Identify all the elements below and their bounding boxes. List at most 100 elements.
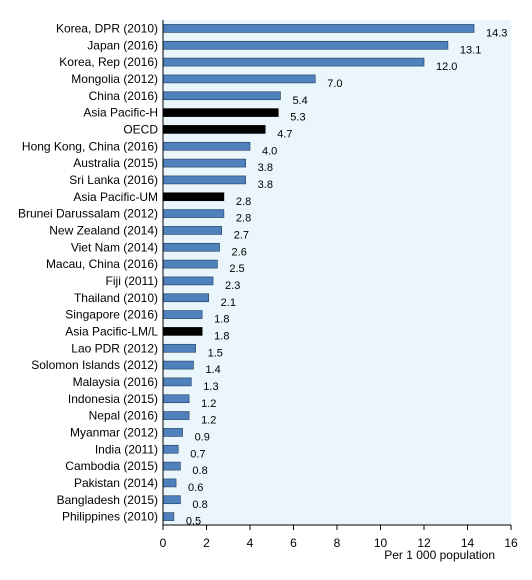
bar (162, 108, 279, 117)
bar (162, 141, 251, 151)
bar (162, 242, 220, 252)
value-label: 4.0 (262, 145, 277, 157)
category-label: Pakistan (2014) (74, 476, 158, 490)
x-tick-label: 0 (160, 536, 167, 550)
x-tick-label: 10 (374, 536, 388, 550)
category-label: Asia Pacific-UM (73, 190, 158, 204)
x-axis-title: Per 1 000 population (384, 548, 495, 562)
value-label: 1.8 (214, 330, 229, 342)
category-label: Cambodia (2015) (65, 459, 158, 473)
value-label: 12.0 (436, 61, 457, 73)
value-label: 4.7 (277, 128, 292, 140)
bar (162, 394, 190, 404)
category-label: Viet Nam (2014) (71, 240, 158, 254)
value-label: 0.6 (188, 482, 203, 494)
bar (162, 444, 179, 454)
category-label: Fiji (2011) (106, 274, 158, 288)
bar (162, 276, 214, 286)
bar (162, 512, 175, 521)
bar (162, 125, 266, 134)
value-label: 2.3 (225, 280, 240, 292)
category-label: Philippines (2010) (62, 510, 158, 524)
value-label: 0.9 (195, 431, 210, 443)
x-tick-label: 14 (461, 536, 475, 550)
category-label: Solomon Islands (2012) (31, 358, 158, 372)
value-label: 1.2 (201, 415, 216, 427)
value-label: 2.5 (229, 263, 244, 275)
bar (162, 226, 223, 235)
x-tick-label: 16 (504, 536, 518, 550)
value-label: 2.8 (236, 196, 251, 208)
bar (162, 57, 425, 67)
category-label: Hong Kong, China (2016) (22, 139, 158, 153)
category-label: Japan (2016) (87, 38, 158, 52)
x-tick-label: 2 (203, 536, 210, 550)
value-label: 1.3 (203, 381, 218, 393)
category-label: Sri Lanka (2016) (69, 173, 158, 187)
value-label: 1.5 (208, 347, 223, 359)
plot-area (163, 20, 511, 525)
x-tick-label: 12 (417, 536, 431, 550)
bar (162, 74, 316, 84)
value-label: 13.1 (460, 44, 481, 56)
x-tick-label: 8 (334, 536, 341, 550)
value-label: 2.1 (221, 297, 236, 309)
category-label: Malaysia (2016) (73, 375, 158, 389)
category-label: New Zealand (2014) (49, 223, 158, 237)
category-label: Mongolia (2012) (71, 72, 158, 86)
bar (162, 91, 281, 101)
category-label: Thailand (2010) (74, 291, 158, 305)
value-label: 14.3 (486, 27, 507, 39)
category-label: Lao PDR (2012) (71, 341, 158, 355)
category-label: Bangladesh (2015) (57, 493, 158, 507)
value-label: 3.8 (258, 162, 273, 174)
x-tick-label: 6 (290, 536, 297, 550)
bar (162, 192, 225, 202)
value-label: 7.0 (327, 78, 342, 90)
category-label: Brunei Darussalam (2012) (18, 207, 158, 221)
value-label: 2.7 (234, 229, 249, 241)
value-label: 3.8 (258, 179, 273, 191)
bar (162, 461, 181, 471)
bar (162, 428, 183, 437)
bar (162, 24, 475, 33)
bar (162, 327, 203, 336)
category-label: Korea, Rep (2016) (59, 55, 158, 69)
bar (162, 158, 246, 168)
value-label: 0.8 (192, 499, 207, 511)
category-label: Macau, China (2016) (46, 257, 158, 271)
bar (162, 495, 181, 505)
value-label: 2.6 (232, 246, 247, 258)
bar (162, 293, 209, 303)
category-label: Australia (2015) (73, 156, 158, 170)
category-label: China (2016) (89, 89, 158, 103)
bar (162, 310, 203, 319)
value-label: 5.3 (290, 112, 305, 124)
value-label: 1.2 (201, 398, 216, 410)
category-label: Myanmar (2012) (70, 425, 158, 439)
category-label: Korea, DPR (2010) (56, 21, 158, 35)
bar (162, 411, 190, 420)
category-label: Asia Pacific-H (83, 106, 158, 120)
category-label: Asia Pacific-LM/L (65, 324, 158, 338)
category-label: Singapore (2016) (65, 308, 158, 322)
value-label: 2.8 (236, 213, 251, 225)
category-label: India (2011) (95, 442, 158, 456)
bar (162, 259, 218, 269)
value-label: 0.7 (190, 448, 205, 460)
value-label: 0.5 (186, 516, 201, 528)
category-label: Nepal (2016) (89, 409, 158, 423)
category-label: OECD (123, 122, 158, 136)
bar (162, 209, 225, 218)
category-label: Indonesia (2015) (68, 392, 158, 406)
value-label: 5.4 (292, 95, 307, 107)
value-label: 1.8 (214, 314, 229, 326)
bar (162, 40, 449, 50)
bar (162, 360, 194, 370)
bar (162, 343, 196, 353)
bar (162, 478, 177, 488)
value-label: 0.8 (192, 465, 207, 477)
value-label: 1.4 (205, 364, 220, 376)
